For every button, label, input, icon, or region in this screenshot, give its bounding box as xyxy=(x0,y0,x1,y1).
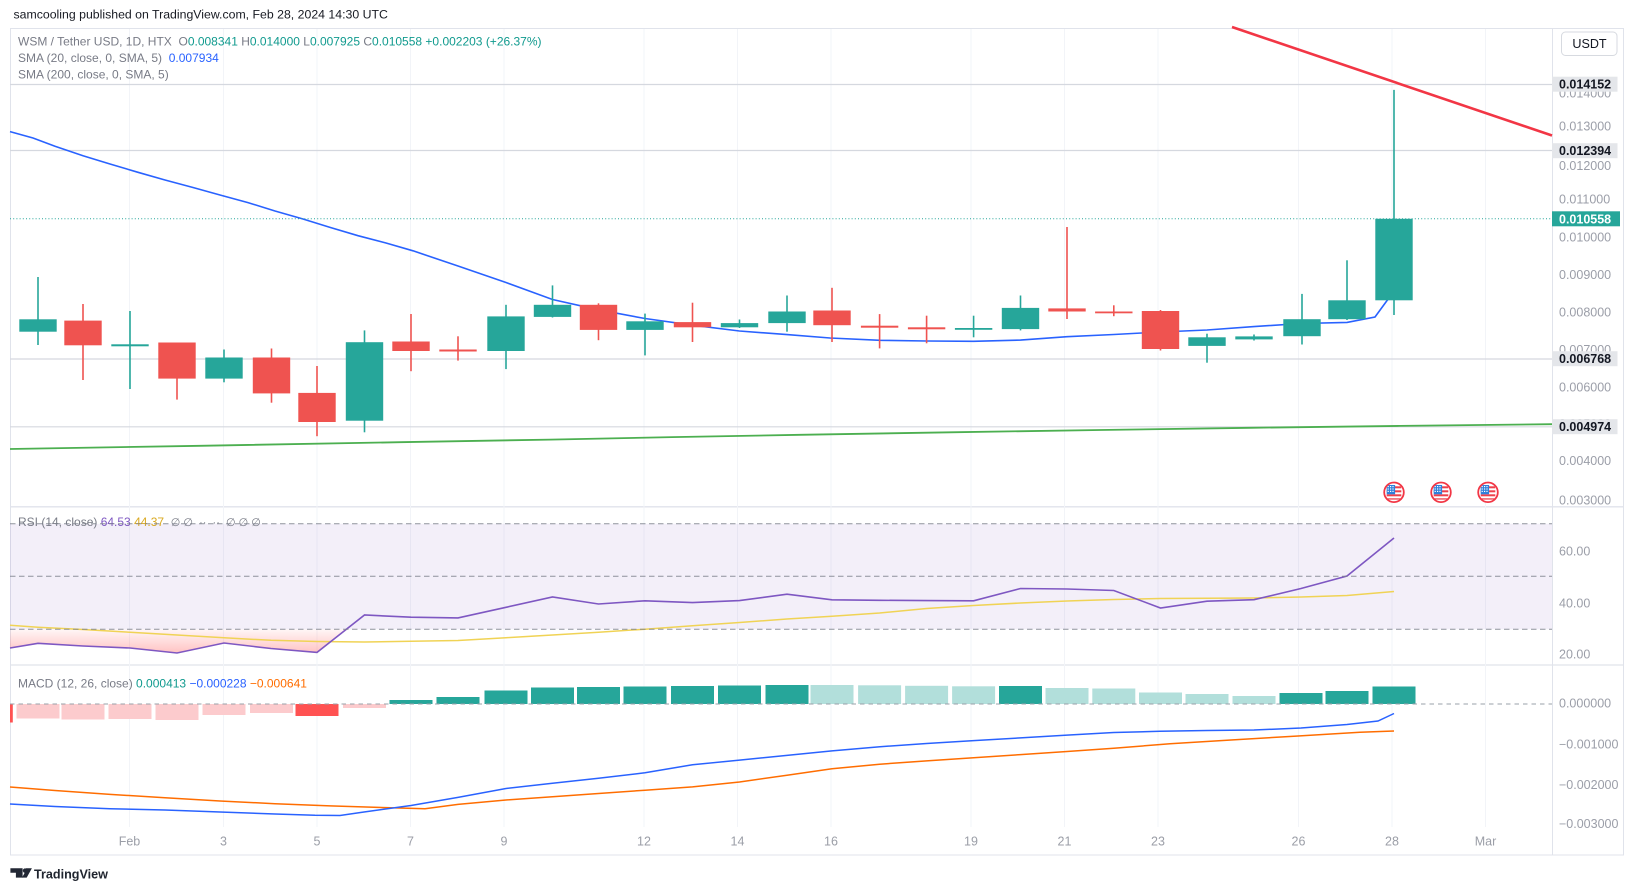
svg-text:samcooling published on Tradin: samcooling published on TradingView.com,… xyxy=(14,8,388,22)
svg-text:0.012000: 0.012000 xyxy=(1559,159,1611,173)
svg-text:TradingView: TradingView xyxy=(34,868,108,882)
svg-text:9: 9 xyxy=(501,835,508,849)
svg-text:3: 3 xyxy=(220,835,227,849)
svg-text:7: 7 xyxy=(407,835,414,849)
svg-text:MACD (12, 26, close) 0.000413: MACD (12, 26, close) 0.000413 −0.000228 … xyxy=(18,677,307,691)
svg-text:0.014152: 0.014152 xyxy=(1559,78,1611,92)
svg-text:0.008000: 0.008000 xyxy=(1559,305,1611,319)
svg-text:5: 5 xyxy=(314,835,321,849)
svg-text:60.00: 60.00 xyxy=(1559,544,1590,558)
svg-text:0.006768: 0.006768 xyxy=(1559,352,1611,366)
svg-text:0.004000: 0.004000 xyxy=(1559,454,1611,468)
svg-text:26: 26 xyxy=(1292,835,1306,849)
svg-text:0.012394: 0.012394 xyxy=(1559,144,1611,158)
svg-text:40.00: 40.00 xyxy=(1559,596,1590,610)
svg-text:0.009000: 0.009000 xyxy=(1559,268,1611,282)
svg-text:−0.003000: −0.003000 xyxy=(1559,817,1618,831)
svg-text:Mar: Mar xyxy=(1475,835,1497,849)
svg-text:0.013000: 0.013000 xyxy=(1559,119,1611,133)
svg-text:0.006000: 0.006000 xyxy=(1559,380,1611,394)
svg-text:28: 28 xyxy=(1385,835,1399,849)
svg-text:19: 19 xyxy=(964,835,978,849)
svg-text:SMA (200, close, 0, SMA, 5): SMA (200, close, 0, SMA, 5) xyxy=(18,68,169,82)
svg-text:RSI (14, close) 64.53 44.37 ∅: RSI (14, close) 64.53 44.37 ∅ ∅ ·· ·· ∅ … xyxy=(18,515,261,529)
svg-text:0.010000: 0.010000 xyxy=(1559,230,1611,244)
svg-text:0.004974: 0.004974 xyxy=(1559,420,1611,434)
svg-text:−0.001000: −0.001000 xyxy=(1559,737,1618,751)
svg-text:WSM / Tether USD, 1D, HTX O0.: WSM / Tether USD, 1D, HTX O0.008341 H0.0… xyxy=(18,35,542,49)
svg-text:0.003000: 0.003000 xyxy=(1559,493,1611,507)
svg-text:12: 12 xyxy=(637,835,651,849)
svg-text:23: 23 xyxy=(1151,835,1165,849)
svg-text:−0.002000: −0.002000 xyxy=(1559,778,1618,792)
svg-text:20.00: 20.00 xyxy=(1559,647,1590,661)
svg-text:16: 16 xyxy=(824,835,838,849)
svg-text:USDT: USDT xyxy=(1572,37,1607,51)
svg-text:SMA (20, close, 0, SMA, 5) 0.: SMA (20, close, 0, SMA, 5) 0.007934 xyxy=(18,51,219,65)
svg-text:Feb: Feb xyxy=(119,835,141,849)
svg-text:0.011000: 0.011000 xyxy=(1559,192,1610,206)
svg-text:0.000000: 0.000000 xyxy=(1559,696,1611,710)
svg-text:0.010558: 0.010558 xyxy=(1559,212,1611,226)
svg-text:21: 21 xyxy=(1058,835,1072,849)
svg-text:14: 14 xyxy=(731,835,745,849)
